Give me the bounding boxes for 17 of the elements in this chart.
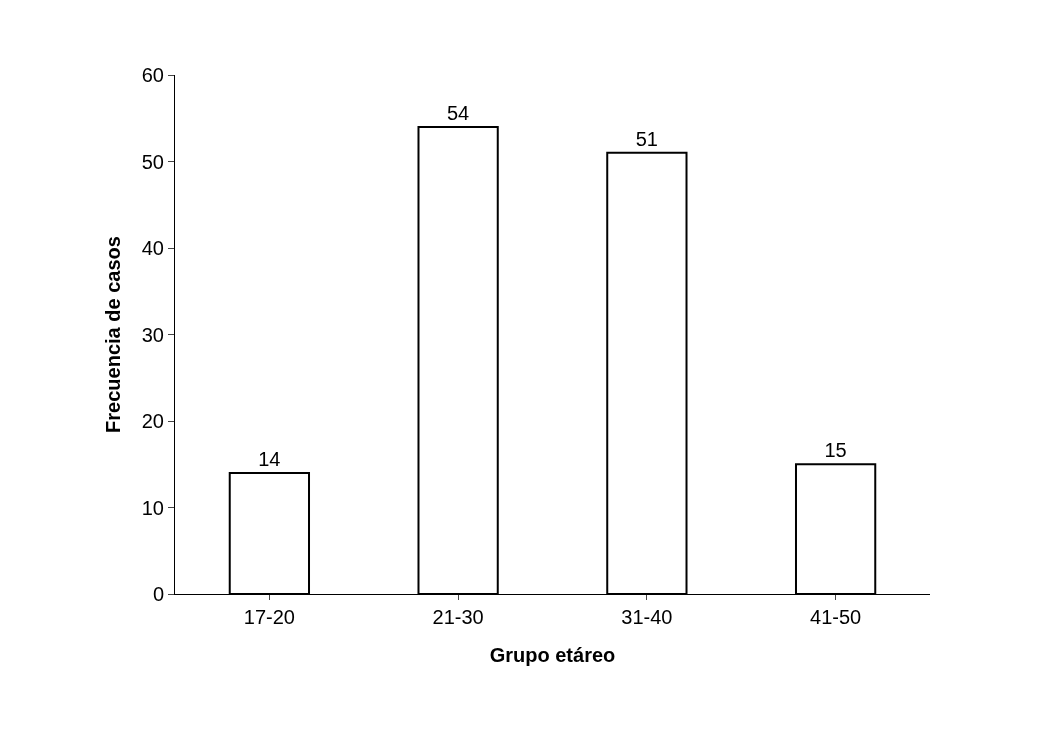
y-tick-label: 20 [141, 410, 164, 432]
y-tick-label: 0 [152, 583, 164, 605]
data-label: 51 [635, 127, 658, 150]
data-label: 14 [258, 447, 281, 470]
y-axis-title: Frecuencia de casos [102, 236, 125, 433]
y-tick-label: 10 [141, 496, 164, 519]
x-axis-title: Grupo etáreo [489, 643, 616, 666]
x-tick-label: 21-30 [432, 606, 484, 628]
x-tick-label: 41-50 [810, 606, 862, 628]
y-tick-label: 60 [141, 64, 164, 86]
y-tick-label: 40 [141, 237, 164, 259]
x-tick-label: 17-20 [243, 606, 295, 628]
y-tick-label: 30 [141, 323, 164, 346]
x-tick-label: 31-40 [621, 606, 673, 628]
data-label: 15 [824, 439, 847, 462]
data-label: 54 [447, 101, 470, 124]
y-tick-label: 50 [141, 150, 164, 173]
